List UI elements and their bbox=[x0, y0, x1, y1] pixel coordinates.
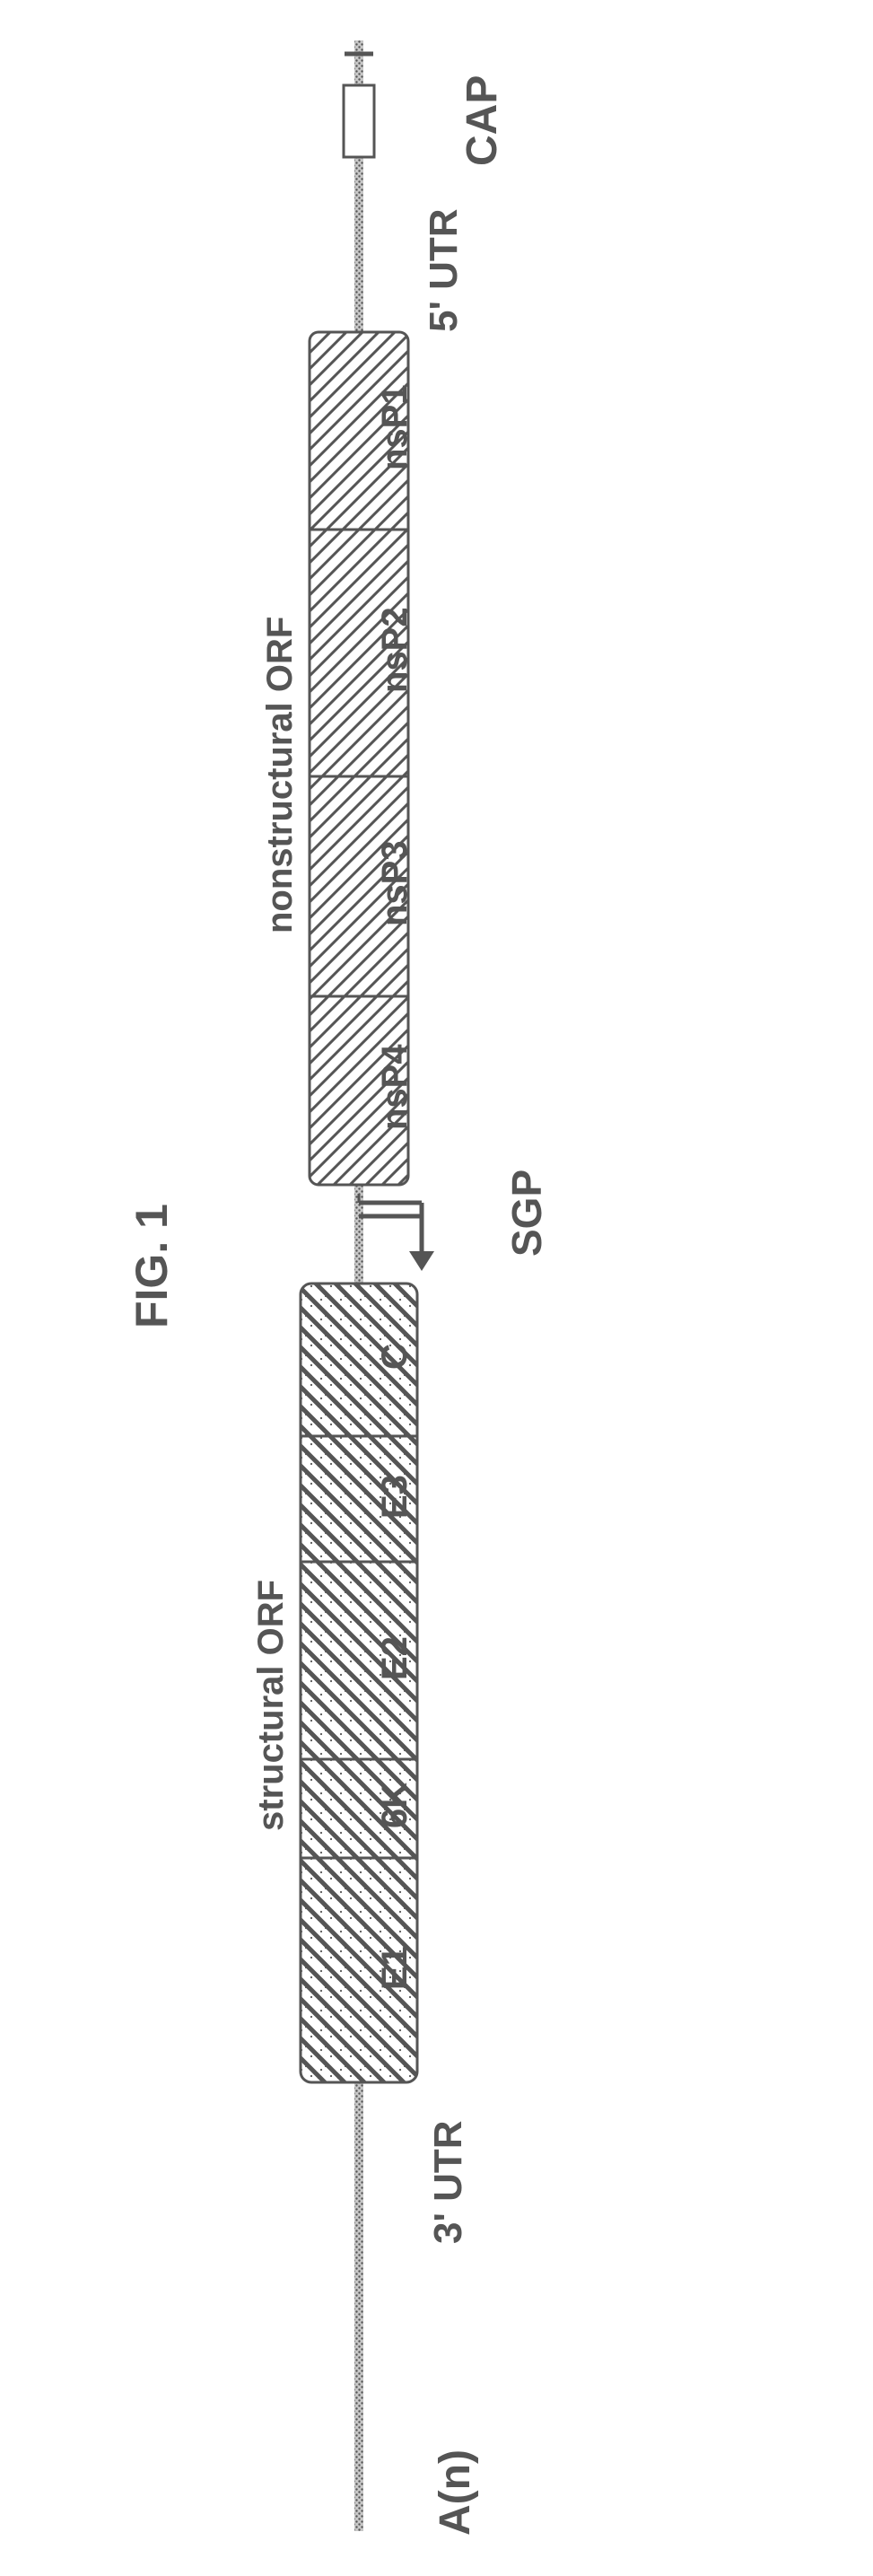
seg-st-e1: E1 bbox=[375, 1946, 415, 1990]
five-prime-utr: 5' UTR bbox=[422, 208, 467, 332]
polya-label: A(n) bbox=[431, 2449, 480, 2536]
three-prime-utr: 3' UTR bbox=[426, 2120, 471, 2244]
cap-label: CAP bbox=[458, 75, 507, 166]
seg-ns-nsp4: nsP4 bbox=[375, 1044, 415, 1130]
seg-st-e2: E2 bbox=[375, 1636, 415, 1680]
figure-number: FIG. 1 bbox=[126, 1204, 178, 1328]
structural-orf-label: structural ORF bbox=[251, 1580, 292, 1831]
seg-st-6k: 6K bbox=[375, 1783, 415, 1828]
seg-ns-nsp2: nsP2 bbox=[375, 607, 415, 693]
seg-st-c: C bbox=[375, 1344, 415, 1370]
seg-st-e3: E3 bbox=[375, 1475, 415, 1519]
seg-ns-nsp3: nsP3 bbox=[375, 840, 415, 926]
nonstructural-orf-label: nonstructural ORF bbox=[260, 617, 301, 933]
figure-canvas: CAP 5' UTR SGP 3' UTR A(n) nonstructural… bbox=[0, 0, 873, 2576]
sgp-label: SGP bbox=[502, 1170, 551, 1257]
seg-ns-nsp1: nsP1 bbox=[375, 384, 415, 470]
